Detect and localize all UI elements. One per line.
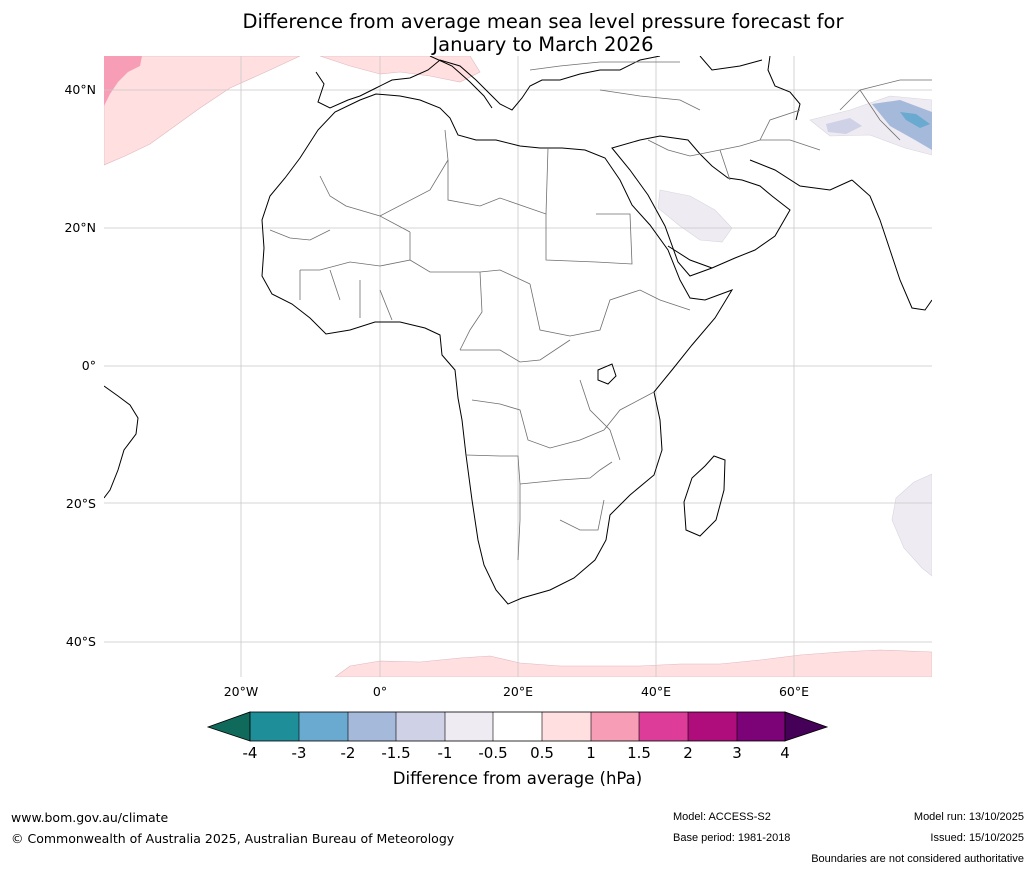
graticule [104,56,932,677]
colorbar-extend-low [206,711,251,742]
colorbar-bin [299,712,348,741]
red-sea-gulf [667,245,713,269]
lat-label-20s: 20°S [65,496,96,511]
black-sea-caspian [699,56,801,121]
colorbar-bin [445,712,493,741]
colorbar-tick: -1.5 [381,744,411,762]
anomaly-positive-mediterranean [319,56,481,83]
india-coastline [851,179,932,311]
colorbar-bin [591,712,639,741]
coastlines [104,56,932,605]
lat-label-40n: 40°N [64,82,96,97]
colorbar-tick: 1 [586,744,596,762]
lon-label-40e: 40°E [640,684,672,699]
colorbar-tick: 3 [732,744,742,762]
madagascar-coastline [683,455,726,537]
footer-model: Model: ACCESS-S2 [673,811,771,823]
colorbar-tick: -2 [340,744,356,762]
lake-victoria [597,363,617,385]
colorbar-bin [688,712,737,741]
anomaly-negative-arabia [657,189,733,243]
colorbar-bin [542,712,591,741]
colorbar-tick: 4 [780,744,790,762]
colorbar-bin [348,712,396,741]
lon-label-20e: 20°E [502,684,534,699]
colorbar [206,711,829,742]
map-title: Difference from average mean sea level p… [0,10,1035,56]
anomaly-negative-iran-inner [826,118,862,134]
anomaly-positive-north-atlantic [104,56,301,166]
lat-label-20n: 20°N [64,220,96,235]
colorbar-tick: -4 [242,744,258,762]
africa-coastline [261,93,734,605]
footer-url[interactable]: www.bom.gov.au/climate [11,810,169,825]
title-line-1: Difference from average mean sea level p… [242,10,844,33]
colorbar-bin [737,712,785,741]
title-line-2: January to March 2026 [432,33,654,56]
iberia-europe-coastline [315,56,661,111]
colorbar-bin [396,712,445,741]
anomaly-negative-himalaya [872,100,932,150]
colorbar-tick: -1 [437,744,453,762]
iran-coastline [749,159,853,191]
italy-coastline [429,56,493,109]
lon-label-0: 0° [372,684,388,699]
lon-label-20w: 20°W [223,684,259,699]
colorbar-bin [493,712,542,741]
anomaly-strong-negative-himalaya [900,112,930,128]
colorbar-label: Difference from average (hPa) [392,769,643,788]
colorbar-tick: 2 [683,744,693,762]
south-america-coastline [104,385,139,499]
colorbar-tick: -0.5 [478,744,508,762]
colorbar-extend-high [784,711,829,742]
colorbar-bin [250,712,299,741]
lon-label-60e: 60°E [778,684,810,699]
anomaly-positive-strong-atlantic [104,56,142,106]
country-borders [269,61,932,561]
lat-label-0: 0° [81,358,96,373]
colorbar-tick: -3 [291,744,307,762]
map-area [104,56,932,677]
footer-model-run: Model run: 13/10/2025 [913,811,1024,823]
colorbar-tick: 0.5 [530,744,554,762]
footer-base-period: Base period: 1981-2018 [673,832,791,844]
footer-copyright: © Commonwealth of Australia 2025, Austra… [11,831,455,846]
lat-label-40s: 40°S [65,634,96,649]
colorbar-tick: 1.5 [627,744,651,762]
arabia-coastline [611,135,791,277]
footer-issued: Issued: 15/10/2025 [930,832,1024,844]
footer-disclaimer: Boundaries are not considered authoritat… [811,853,1024,865]
anomaly-positive-southern-ocean [334,649,932,677]
anomaly-negative-indian-ocean [891,473,932,577]
colorbar-bin [639,712,688,741]
